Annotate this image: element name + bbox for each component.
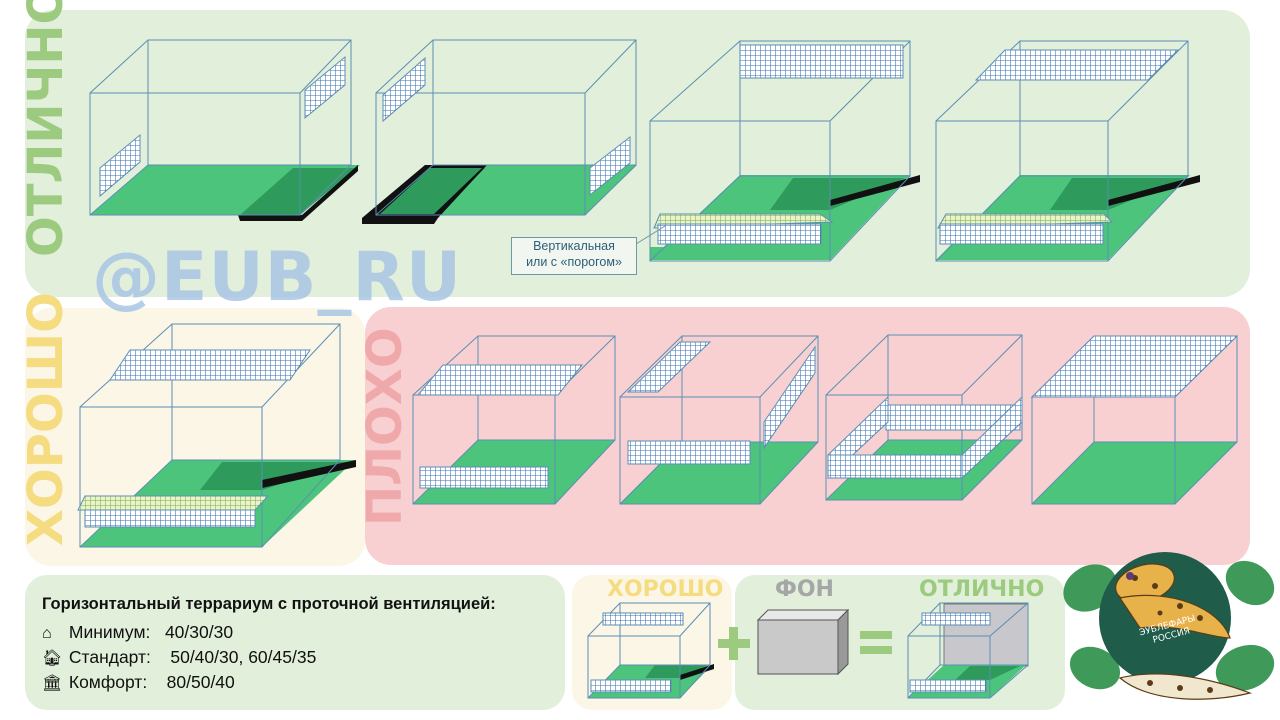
tank-bad-2: [619, 335, 819, 505]
leopard-gecko-logo: ЭУБЛЕФАРЫ РОССИЯ: [1063, 552, 1275, 700]
tank-good: [77, 323, 356, 548]
note-line-1: Вертикальная: [533, 239, 615, 253]
vertical-note: Вертикальная или с «порогом»: [511, 237, 637, 275]
tank-excellent-3: [649, 40, 920, 262]
equation-background-label: ФОН: [775, 577, 834, 602]
equation-good-label: ХОРОШО: [607, 577, 724, 602]
home-star-icon: 🏠︎: [42, 650, 63, 667]
tank-bad-3: [825, 334, 1023, 501]
info-value: 40/30/30: [164, 622, 234, 642]
info-row-comfort: 🏛︎ Комфорт: 80/50/40: [42, 672, 235, 693]
tank-excellent-4: [935, 40, 1200, 262]
tank-excellent-2: [362, 39, 637, 224]
equation-excellent-label: ОТЛИЧНО: [919, 577, 1045, 602]
info-panel: [25, 575, 565, 710]
info-label: Комфорт:: [68, 672, 148, 692]
equals-sign: [860, 631, 892, 654]
note-line-2: или с «порогом»: [526, 255, 622, 269]
info-value: 80/50/40: [166, 672, 235, 692]
plus-sign: [718, 627, 750, 660]
tank-bad-1: [412, 335, 616, 505]
tank-bad-4: [1030, 335, 1239, 505]
info-title: Горизонтальный террариум с проточной вен…: [42, 595, 496, 613]
background-box: [756, 608, 850, 676]
palace-icon: 🏛︎: [42, 675, 63, 692]
info-value: 50/40/30, 60/45/35: [170, 647, 317, 667]
equation-tank-good: [587, 602, 714, 699]
home-outline-icon: ⌂: [42, 625, 52, 642]
info-label: Стандарт:: [68, 647, 151, 667]
info-label: Минимум:: [68, 622, 151, 642]
tank-excellent-1: [89, 39, 360, 221]
info-row-minimum: ⌂ Минимум: 40/30/30: [42, 622, 233, 643]
info-row-standard: 🏠︎ Стандарт: 50/40/30, 60/45/35: [42, 647, 316, 668]
equation-tank-excellent: [907, 602, 1029, 699]
watermark: @EUB_RU: [92, 238, 463, 317]
